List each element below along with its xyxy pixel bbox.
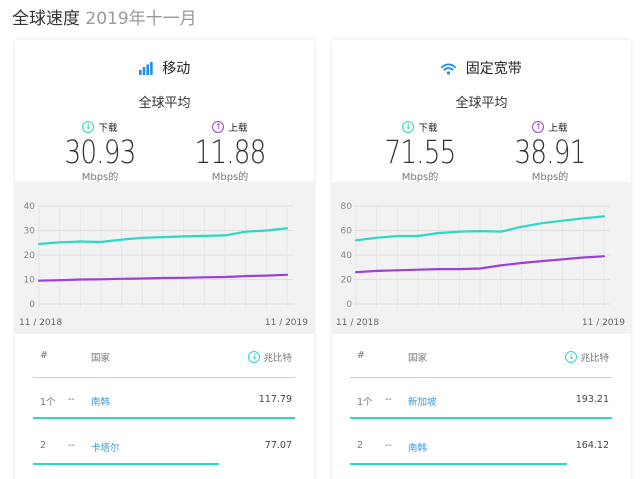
upload-value: 38.91 <box>514 133 586 171</box>
speed-trend-chart: 0 20 40 60 80 11 / 2018 11 / 2019 <box>332 182 631 334</box>
y-tick-label: 20 <box>24 251 36 261</box>
table-row[interactable]: 2 -- 南韩 164.12 <box>332 426 631 472</box>
card-title: 固定宽带 <box>465 61 522 77</box>
download-arrow-icon: ↓ <box>565 351 578 363</box>
row-country-link[interactable]: 南韩 <box>91 397 111 408</box>
download-stat: ↓ 下载 30.93 Mbps的 <box>55 114 145 183</box>
row-speed-bar <box>350 463 568 465</box>
download-value: 71.55 <box>384 133 456 171</box>
chart-svg: 0 10 20 30 40 11 / 2018 11 / 2019 <box>19 202 308 328</box>
mobile-card: 移动 全球平均 ↓ 下载 30.93 Mbps的 ↑ 上载 11.88 Mbps的 … <box>15 40 314 479</box>
upload-stat: ↑ 上载 11.88 Mbps的 <box>185 114 275 183</box>
page-title-date: 2019年十一月 <box>85 9 197 29</box>
chart-svg: 0 20 40 60 80 11 / 2018 11 / 2019 <box>336 202 625 328</box>
global-average-title: 全球平均 <box>455 96 508 111</box>
row-rank: 2 <box>357 440 364 451</box>
row-country-link[interactable]: 南韩 <box>408 443 428 454</box>
row-change: -- <box>68 440 75 451</box>
x-tick-label: 11 / 2018 <box>19 318 62 328</box>
row-speed-bar <box>350 417 612 419</box>
fixed-broadband-card: 固定宽带 全球平均 ↓ 下载 71.55 Mbps的 ↑ 上载 38.91 Mbps… <box>332 40 631 479</box>
y-tick-label: 80 <box>341 202 353 212</box>
y-tick-label: 0 <box>346 300 352 310</box>
row-country-link[interactable]: 卡塔尔 <box>91 443 120 454</box>
row-speed-bar <box>33 417 295 419</box>
col-rank: # <box>357 350 365 361</box>
upload-series-line <box>354 255 606 274</box>
table-divider <box>33 377 295 378</box>
table-row[interactable]: 1个 -- 南韩 117.79 <box>15 380 314 426</box>
row-change: -- <box>385 394 392 405</box>
upload-stat: ↑ 上载 38.91 Mbps的 <box>505 114 595 183</box>
y-tick-label: 20 <box>341 276 353 286</box>
y-tick-label: 10 <box>24 276 36 286</box>
row-speed: 164.12 <box>575 440 609 451</box>
row-rank: 2 <box>40 440 47 451</box>
row-country-link[interactable]: 新加坡 <box>408 397 437 408</box>
row-speed-bar <box>33 463 220 465</box>
download-arrow-icon: ↓ <box>402 121 415 133</box>
global-average-title: 全球平均 <box>138 96 191 111</box>
signal-bars-icon <box>138 62 153 79</box>
upload-value: 11.88 <box>194 133 266 171</box>
table-divider <box>350 377 612 378</box>
download-series-line <box>354 215 606 242</box>
row-rank: 1个 <box>357 397 373 408</box>
download-arrow-icon: ↓ <box>248 351 261 363</box>
row-rank: 1个 <box>40 397 56 408</box>
download-stat: ↓ 下载 71.55 Mbps的 <box>375 114 465 183</box>
upload-unit: Mbps的 <box>211 172 249 183</box>
col-speed[interactable]: ↓ 兆比特 <box>565 350 609 364</box>
download-unit: Mbps的 <box>401 172 439 183</box>
upload-unit: Mbps的 <box>531 172 569 183</box>
download-arrow-icon: ↓ <box>82 121 95 133</box>
page-title: 全球速度 2019年十一月 <box>12 4 197 29</box>
download-label: 下载 <box>98 123 118 134</box>
col-speed-label: 兆比特 <box>580 353 609 364</box>
download-label: 下载 <box>418 123 438 134</box>
upload-series-line <box>37 273 289 282</box>
col-rank: # <box>40 350 48 361</box>
download-series-line <box>37 227 289 246</box>
download-unit: Mbps的 <box>81 172 119 183</box>
y-tick-label: 60 <box>341 227 353 237</box>
x-tick-label: 11 / 2018 <box>336 318 379 328</box>
x-tick-label: 11 / 2019 <box>582 318 625 328</box>
row-speed: 193.21 <box>575 394 609 405</box>
card-title: 移动 <box>162 61 191 77</box>
upload-arrow-icon: ↑ <box>212 121 225 133</box>
y-tick-label: 40 <box>341 251 353 261</box>
card-header[interactable]: 固定宽带 <box>332 58 631 79</box>
card-header[interactable]: 移动 <box>15 58 314 79</box>
upload-label: 上载 <box>548 123 568 134</box>
y-tick-label: 30 <box>24 227 36 237</box>
speed-trend-chart: 0 10 20 30 40 11 / 2018 11 / 2019 <box>15 182 314 334</box>
col-speed[interactable]: ↓ 兆比特 <box>248 350 292 364</box>
y-tick-label: 0 <box>29 300 35 310</box>
table-row[interactable]: 2 -- 卡塔尔 77.07 <box>15 426 314 472</box>
row-change: -- <box>385 440 392 451</box>
download-value: 30.93 <box>64 133 136 171</box>
row-change: -- <box>68 394 75 405</box>
page-title-main: 全球速度 <box>12 9 80 29</box>
row-speed: 117.79 <box>258 394 292 405</box>
col-country: 国家 <box>408 353 428 364</box>
wifi-icon <box>441 63 457 79</box>
col-country: 国家 <box>91 353 111 364</box>
table-row[interactable]: 1个 -- 新加坡 193.21 <box>332 380 631 426</box>
x-tick-label: 11 / 2019 <box>265 318 308 328</box>
row-speed: 77.07 <box>264 440 292 451</box>
y-tick-label: 40 <box>24 202 36 212</box>
upload-label: 上载 <box>228 123 248 134</box>
upload-arrow-icon: ↑ <box>532 121 545 133</box>
col-speed-label: 兆比特 <box>263 353 292 364</box>
